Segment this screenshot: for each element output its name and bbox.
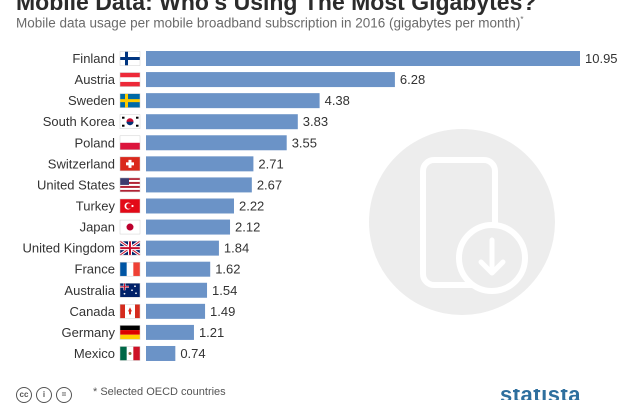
footnote: * Selected OECD countries xyxy=(93,386,226,398)
australia-flag-icon xyxy=(119,283,141,298)
bar xyxy=(146,177,252,193)
chart-row: Mexico 0.74 xyxy=(74,345,206,361)
south-korea-flag-icon xyxy=(119,114,141,129)
united-kingdom-flag-icon xyxy=(119,239,141,257)
value-label: 1.54 xyxy=(212,283,237,298)
category-label: Poland xyxy=(75,135,115,150)
bar xyxy=(146,345,176,361)
germany-flag-icon xyxy=(119,325,141,340)
chart-row: United Kingdom 1.84 xyxy=(23,239,249,257)
value-label: 10.95 xyxy=(585,51,618,66)
value-label: 2.71 xyxy=(258,156,283,171)
united-states-flag-icon xyxy=(119,177,141,193)
chart-row: Switzerland 2.71 xyxy=(48,156,284,172)
category-label: Canada xyxy=(69,304,115,319)
value-label: 2.12 xyxy=(235,220,260,235)
chart-row: France 1.62 xyxy=(75,261,241,277)
chart-row: Sweden 4.38 xyxy=(68,93,350,109)
chart-row: Turkey 2.22 xyxy=(76,198,264,214)
value-label: 1.21 xyxy=(199,325,224,340)
bar xyxy=(146,261,211,277)
bar xyxy=(146,114,298,130)
subtitle-text: Mobile data usage per mobile broadband s… xyxy=(16,15,521,31)
mexico-flag-icon xyxy=(119,346,141,361)
category-label: Mexico xyxy=(74,346,115,361)
category-label: Sweden xyxy=(68,93,115,108)
category-label: Finland xyxy=(72,51,115,66)
chart-row: South Korea 3.83 xyxy=(43,114,328,130)
value-label: 4.38 xyxy=(325,93,350,108)
category-label: United States xyxy=(37,177,116,192)
bar xyxy=(146,324,194,340)
statista-logo: statista xyxy=(500,389,630,400)
finland-flag-icon xyxy=(119,51,141,66)
chart-row: Japan 2.12 xyxy=(80,219,260,235)
creative-commons-icon: cc xyxy=(16,387,32,403)
category-label: Turkey xyxy=(76,198,116,213)
chart-row: Canada 1.49 xyxy=(69,303,235,319)
bar xyxy=(146,156,254,172)
value-label: 6.28 xyxy=(400,72,425,87)
bar xyxy=(146,198,234,214)
category-label: United Kingdom xyxy=(23,241,116,256)
bar xyxy=(146,282,208,298)
poland-flag-icon xyxy=(119,135,141,151)
category-label: South Korea xyxy=(43,114,116,129)
bars-group: Finland 10.95 Austria 6.28 Sweden 4.38 South K… xyxy=(23,51,618,361)
category-label: Germany xyxy=(62,325,116,340)
bar xyxy=(146,135,287,151)
chart-row: Poland 3.55 xyxy=(75,135,317,151)
category-label: Australia xyxy=(64,283,115,298)
subtitle-footnote-marker: * xyxy=(520,15,524,24)
bar xyxy=(146,72,395,88)
bar xyxy=(146,303,206,319)
canada-flag-icon xyxy=(119,304,141,319)
category-label: Switzerland xyxy=(48,156,115,171)
category-label: Austria xyxy=(75,72,116,87)
value-label: 3.83 xyxy=(303,114,328,129)
category-label: Japan xyxy=(80,220,115,235)
value-label: 1.62 xyxy=(215,262,240,277)
category-label: France xyxy=(75,262,115,277)
japan-flag-icon xyxy=(119,219,141,235)
value-label: 2.22 xyxy=(239,198,264,213)
bar xyxy=(146,51,580,66)
attribution-icon: i xyxy=(36,387,52,403)
chart-row: Finland 10.95 xyxy=(72,51,618,66)
brand-text: statista xyxy=(500,389,630,400)
no-derivatives-icon: = xyxy=(56,387,72,403)
france-flag-icon xyxy=(119,261,141,277)
value-label: 3.55 xyxy=(292,135,317,150)
background-download-graphic xyxy=(369,129,555,315)
value-label: 0.74 xyxy=(180,346,205,361)
switzerland-flag-icon xyxy=(119,156,141,172)
bar xyxy=(146,240,219,256)
chart-row: United States 2.67 xyxy=(37,177,282,193)
bar xyxy=(146,219,231,235)
value-label: 1.84 xyxy=(224,241,249,256)
license-icons: cc i = xyxy=(16,384,76,403)
value-label: 2.67 xyxy=(257,177,282,192)
sweden-flag-icon xyxy=(119,93,141,108)
austria-flag-icon xyxy=(119,72,141,87)
turkey-flag-icon xyxy=(119,198,141,214)
value-label: 1.49 xyxy=(210,304,235,319)
chart-row: Germany 1.21 xyxy=(62,324,224,340)
chart-title: Mobile Data: Who's Using The Most Gigaby… xyxy=(16,0,537,15)
chart-subtitle: Mobile data usage per mobile broadband s… xyxy=(16,15,523,31)
chart-row: Australia 1.54 xyxy=(64,282,237,298)
chart-row: Austria 6.28 xyxy=(75,72,425,88)
bar xyxy=(146,93,320,109)
